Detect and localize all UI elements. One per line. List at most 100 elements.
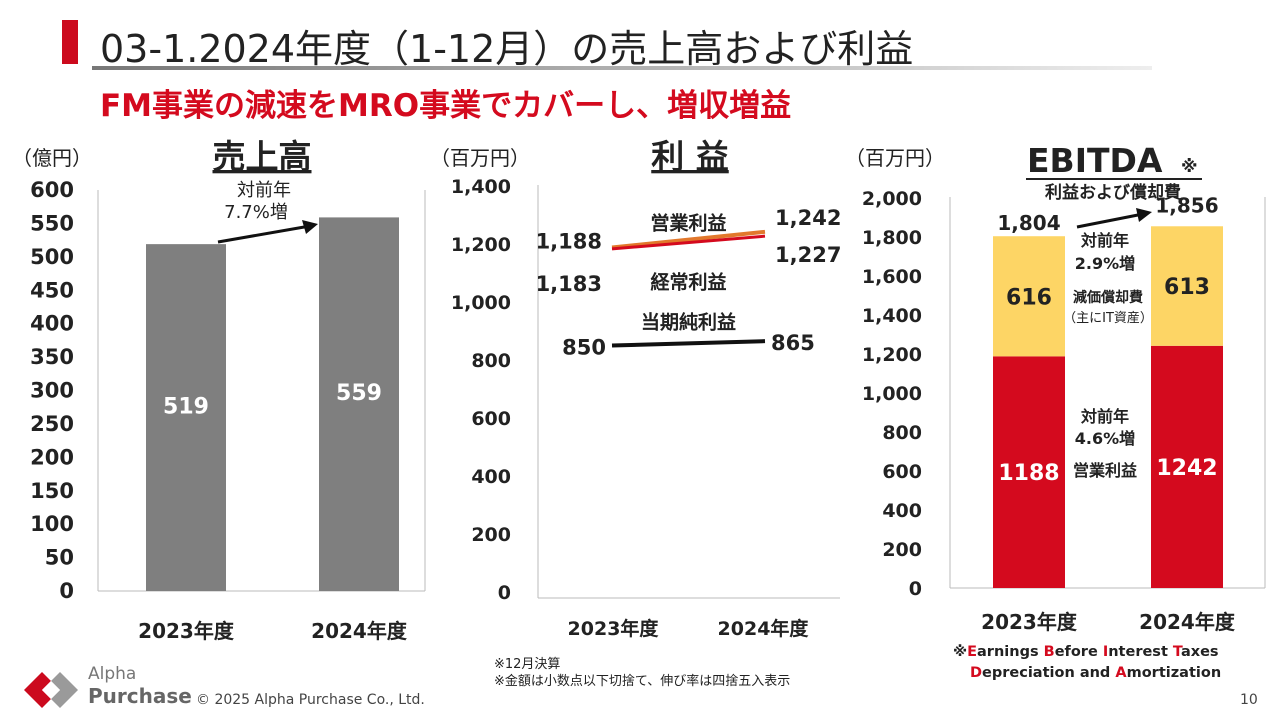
- sales-y-tick-label: 550: [30, 211, 74, 235]
- profit-series-name: 当期純利益: [641, 310, 736, 333]
- sales-y-tick-label: 250: [30, 412, 74, 436]
- profit-series-line: [611, 339, 766, 348]
- sales-y-tick-label: 500: [30, 245, 74, 269]
- ebitda-depreciation-segment: [1151, 226, 1223, 346]
- ebitda-unit-label: （百万円）: [845, 146, 945, 170]
- ebitda-x-tick-label: 2024年度: [1139, 610, 1236, 634]
- ebitda-segment-value-label: 616: [1006, 285, 1052, 310]
- ebitda-footnote-line2: Depreciation and Amortization: [953, 663, 1221, 684]
- sales-growth-arrow: [217, 224, 311, 244]
- sales-y-tick-label: 400: [30, 312, 74, 336]
- ebitda-y-tick-label: 1,600: [862, 266, 922, 288]
- sales-x-tick-label: 2023年度: [138, 619, 235, 643]
- sales-x-tick-label: 2024年度: [311, 619, 408, 643]
- ebitda-y-tick-label: 1,000: [862, 383, 922, 405]
- footnote-word: arnings: [977, 644, 1044, 660]
- sales-y-axis-ticks: 0 50 100 150 200 250 300 350 400 450 500 550 600: [30, 178, 74, 603]
- profit-data-label: 850: [562, 336, 606, 360]
- profit-y-tick-label: 0: [498, 582, 511, 604]
- ebitda-bars: 1188 616 1,804 1242 613 1,856: [993, 193, 1223, 588]
- ebitda-y-tick-label: 400: [882, 500, 922, 522]
- profit-y-tick-label: 600: [471, 408, 511, 430]
- ebitda-subtitle: 利益および償却費: [1045, 182, 1181, 203]
- sales-bars: 519 559: [146, 217, 399, 591]
- ebitda-x-axis-labels: 2023年度 2024年度: [981, 610, 1236, 634]
- ebitda-chart: （百万円） EBITDA ※ 利益および償却費 0 200 400 600 800 1,0…: [845, 141, 1266, 634]
- sales-y-tick-label: 600: [30, 178, 74, 202]
- sales-chart: （億円） 売上高 0 50 100 150 200 250 300 350 400 450 500 5…: [12, 137, 426, 643]
- ebitda-total-label: 1,804: [997, 211, 1060, 235]
- profit-x-axis-labels: 2023年度 2024年度: [568, 617, 810, 640]
- footnote-word: epreciation and: [982, 665, 1116, 681]
- ebitda-operating-profit-segment: [993, 356, 1065, 588]
- sales-y-tick-label: 50: [45, 546, 74, 570]
- footnote-rounding: ※金額は小数点以下切捨て、伸び率は四捨五入表示: [494, 674, 791, 689]
- op-growth-line3: 営業利益: [1073, 461, 1137, 480]
- ebitda-y-tick-label: 1,400: [862, 305, 922, 327]
- sales-y-tick-label: 300: [30, 379, 74, 403]
- ebitda-y-tick-label: 1,200: [862, 344, 922, 366]
- profit-x-tick-label: 2024年度: [718, 617, 810, 640]
- acronym-letter: I: [1102, 644, 1109, 660]
- profit-chart: （百万円） 利 益 0 200 400 600 800 1,000 1,200 1,400 営…: [430, 137, 842, 640]
- ebitda-footnote-line1: ※Earnings Before Interest Taxes: [953, 644, 1219, 660]
- ebitda-total-label: 1,856: [1155, 193, 1218, 217]
- ebitda-y-tick-label: 2,000: [862, 188, 922, 210]
- ebitda-segment-value-label: 1242: [1156, 456, 1217, 481]
- profit-y-tick-label: 1,400: [451, 176, 511, 198]
- page-number: 10: [1240, 692, 1258, 708]
- ebitda-segment-value-label: 1188: [998, 461, 1059, 486]
- ebitda-chart-title: EBITDA: [1027, 141, 1163, 180]
- sales-growth-label-line1: 対前年: [237, 180, 291, 201]
- ebitda-growth-arrow: [1076, 212, 1144, 229]
- op-growth-line2: 4.6%増: [1075, 429, 1135, 448]
- profit-y-tick-label: 1,200: [451, 234, 511, 256]
- depreciation-label-line2: （主にIT資産）: [1063, 310, 1153, 326]
- ebitda-depreciation-segment: [993, 236, 1065, 357]
- acronym-letter: E: [967, 644, 978, 660]
- sales-bar-value-label: 519: [163, 395, 209, 420]
- alpha-purchase-logo-mark: [24, 672, 78, 708]
- profit-series-name: 営業利益: [650, 212, 726, 235]
- profit-chart-title: 利 益: [651, 137, 729, 176]
- profit-data-label: 1,242: [775, 206, 841, 230]
- ebitda-y-tick-label: 800: [882, 422, 922, 444]
- profit-data-label: 1,183: [536, 272, 602, 296]
- sales-chart-title: 売上高: [213, 137, 312, 176]
- sales-y-tick-label: 150: [30, 479, 74, 503]
- profit-x-tick-label: 2023年度: [568, 617, 660, 640]
- footnotes: ※12月決算 ※金額は小数点以下切捨て、伸び率は四捨五入表示: [494, 656, 790, 690]
- profit-data-label: 1,227: [775, 243, 841, 267]
- ebitda-footnote: ※Earnings Before Interest Taxes Deprecia…: [953, 642, 1221, 684]
- footnote-word: axes: [1180, 644, 1219, 660]
- logo-wordmark-alpha: Alpha: [88, 664, 137, 684]
- ebitda-y-tick-label: 1,800: [862, 227, 922, 249]
- acronym-letter: D: [970, 665, 983, 681]
- profit-y-axis-ticks: 0 200 400 600 800 1,000 1,200 1,400: [451, 176, 511, 604]
- page-title: 03-1.2024年度（1-12月）の売上高および利益: [100, 27, 914, 71]
- profit-y-tick-label: 200: [471, 524, 511, 546]
- sales-bar-value-label: 559: [336, 381, 382, 406]
- profit-unit-label: （百万円）: [430, 146, 530, 170]
- ebitda-title-mark: ※: [1181, 157, 1198, 177]
- ebitda-x-tick-label: 2023年度: [981, 610, 1078, 634]
- sales-bar: [146, 244, 226, 591]
- sales-y-tick-label: 0: [59, 579, 74, 603]
- profit-lines: 営業利益 1,188 1,242 経常利益 1,183 1,227 当期純利益 850 865: [536, 206, 842, 360]
- footnote-word: nterest: [1108, 644, 1173, 660]
- ebitda-operating-profit-segment: [1151, 345, 1223, 588]
- profit-y-tick-label: 1,000: [451, 292, 511, 314]
- sales-y-tick-label: 350: [30, 345, 74, 369]
- ebitda-growth-arrowhead: [1136, 208, 1152, 222]
- ebitda-y-axis-ticks: 0 200 400 600 800 1,000 1,200 1,400 1,600 1,800 2,…: [862, 188, 922, 600]
- ebitda-y-tick-label: 0: [909, 578, 922, 600]
- title-underline: [92, 66, 1152, 70]
- sales-y-tick-label: 100: [30, 512, 74, 536]
- acronym-letter: B: [1043, 644, 1055, 660]
- op-growth-line1: 対前年: [1080, 407, 1129, 426]
- ebitda-total-growth-line1: 対前年: [1080, 231, 1129, 250]
- profit-series-line: [611, 234, 766, 251]
- sales-unit-label: （億円）: [12, 146, 92, 170]
- acronym-letter: T: [1172, 644, 1181, 660]
- acronym-letter: A: [1115, 665, 1127, 681]
